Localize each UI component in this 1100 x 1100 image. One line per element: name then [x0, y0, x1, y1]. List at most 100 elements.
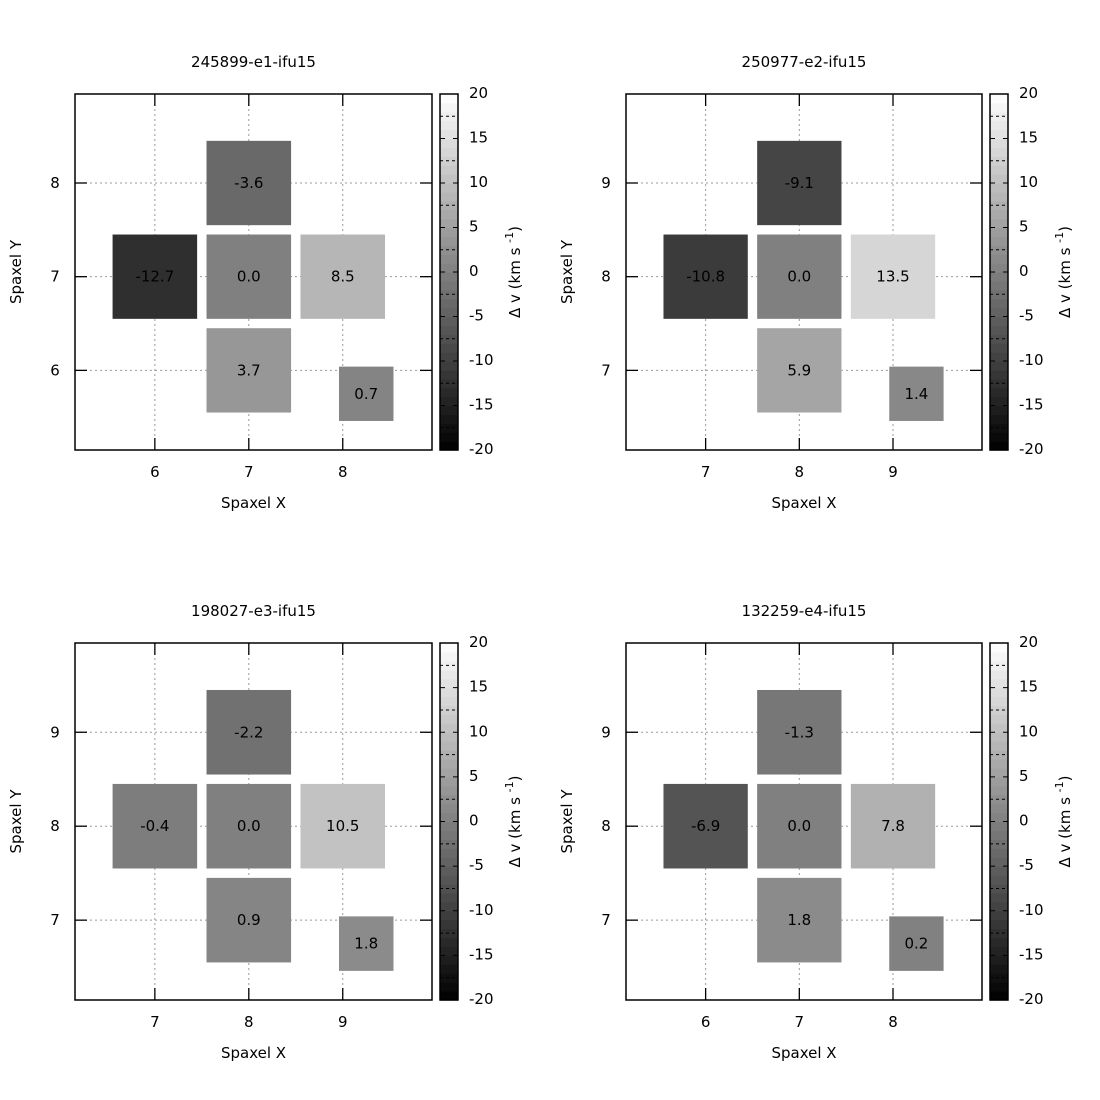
y-tick-label: 8 [601, 268, 611, 286]
colorbar-segment [440, 236, 458, 246]
colorbar-segment [440, 280, 458, 291]
y-tick-label: 7 [50, 268, 60, 286]
colorbar-tick-label: 5 [1019, 767, 1029, 785]
y-tick-label: 9 [601, 174, 611, 192]
colorbar-segment [440, 414, 458, 424]
panel-title: 245899-e1-ifu15 [191, 53, 316, 71]
colorbar-frame [989, 642, 1009, 1001]
colorbar-segment [440, 129, 458, 140]
colorbar-segment [440, 227, 458, 237]
colorbar-segment [990, 785, 1008, 796]
colorbar-label: Δ v (km s -1) [503, 226, 525, 318]
colorbar-label: Δ v (km s -1) [503, 775, 525, 867]
colorbar-label-text: Δ v (km s [506, 243, 524, 318]
colorbar-tick-label: 5 [1019, 218, 1029, 236]
colorbar-segment [440, 937, 458, 948]
colorbar-segment [990, 325, 1008, 335]
colorbar-segment [990, 875, 1008, 885]
spaxel-cell [850, 234, 936, 319]
colorbar-label: Δ v (km s -1) [1053, 226, 1075, 318]
colorbar-segment [440, 94, 458, 104]
cell-value-label: 3.7 [237, 361, 261, 379]
colorbar-segment [440, 678, 458, 689]
plot-frame [625, 642, 983, 1001]
colorbar-segment [440, 183, 458, 193]
cell-value-label: -10.8 [686, 268, 725, 286]
colorbar-tick-label: 5 [469, 767, 479, 785]
colorbar-segment [990, 129, 1008, 140]
colorbar-segment [990, 280, 1008, 291]
colorbar-segment [440, 120, 458, 131]
panel-2: 250977-e2-ifu15 7 8 9 7 8 9 -9.1 -10.8 0.0 13.5 5.9… [558, 53, 1074, 512]
x-axis-label: Spaxel X [221, 494, 286, 512]
y-axis-label: Spaxel Y [558, 239, 576, 304]
colorbar-segment [990, 183, 1008, 193]
colorbar-segment [990, 369, 1008, 380]
cell-value-label: -9.1 [785, 174, 814, 192]
colorbar-tick-label: 10 [1019, 173, 1038, 191]
colorbar-segment [990, 174, 1008, 184]
y-tick-label: 7 [50, 911, 60, 929]
colorbar-segment [440, 263, 458, 273]
colorbar-segment [440, 191, 458, 202]
cell-value-label: 0.0 [237, 268, 261, 286]
colorbar-tick-label: 20 [1019, 84, 1038, 102]
colorbar-segment [990, 946, 1008, 956]
cell-value-label: 0.0 [787, 268, 811, 286]
colorbar-segment [990, 165, 1008, 175]
y-axis-label: Spaxel Y [7, 239, 25, 304]
colorbar-segment [440, 174, 458, 184]
y-tick-label: 7 [601, 361, 611, 379]
cell-value-label: 1.4 [904, 385, 928, 403]
colorbar-segment [440, 919, 458, 930]
colorbar-segment [440, 892, 458, 903]
colorbar-segment [440, 352, 458, 362]
spaxel-cell [889, 366, 944, 421]
colorbar-segment [440, 696, 458, 707]
colorbar-segment [990, 227, 1008, 237]
x-tick-label: 6 [701, 1013, 711, 1031]
colorbar-tick-label: 20 [469, 84, 488, 102]
y-tick-label: 9 [601, 723, 611, 741]
colorbar-segment [440, 732, 458, 742]
colorbar-segment [440, 387, 458, 398]
cell-value-label: 0.9 [237, 911, 261, 929]
cell-value-label: 7.8 [881, 817, 905, 835]
cell-value-label: -6.9 [691, 817, 720, 835]
x-tick-label: 8 [888, 1013, 898, 1031]
spaxel-cell [206, 783, 292, 869]
y-tick-label: 8 [50, 174, 60, 192]
colorbar-tick-label: -15 [1019, 945, 1044, 963]
colorbar-segment [440, 643, 458, 653]
colorbar-tick-label: -15 [469, 396, 494, 414]
colorbar-label-close: ) [1056, 775, 1074, 781]
colorbar-segment [440, 361, 458, 371]
panel-title: 198027-e3-ifu15 [191, 602, 316, 620]
colorbar-segment [990, 723, 1008, 733]
spaxel-cell [206, 328, 292, 413]
colorbar-segment [990, 732, 1008, 742]
x-tick-label: 8 [338, 463, 348, 481]
plot-frame [74, 93, 433, 451]
x-tick-label: 7 [795, 1013, 805, 1031]
cell-value-label: 8.5 [331, 268, 355, 286]
colorbar-segment [440, 165, 458, 175]
cell-value-label: 10.5 [326, 817, 359, 835]
cell-value-label: -3.6 [234, 174, 263, 192]
colorbar-tick-label: -15 [1019, 396, 1044, 414]
spaxel-cell [206, 140, 292, 226]
spaxel-cell [206, 877, 292, 963]
colorbar-segment [990, 812, 1008, 823]
colorbar-segment [990, 955, 1008, 965]
panel-title: 132259-e4-ifu15 [742, 602, 867, 620]
colorbar-segment [990, 307, 1008, 318]
colorbar-segment [440, 741, 458, 751]
x-axis-label: Spaxel X [221, 1044, 286, 1062]
colorbar-segment [990, 714, 1008, 724]
x-tick-label: 9 [338, 1013, 348, 1031]
colorbar-segment [990, 191, 1008, 202]
spaxel-cell [206, 689, 292, 775]
colorbar-segment [990, 767, 1008, 778]
colorbar-segment [440, 651, 458, 662]
